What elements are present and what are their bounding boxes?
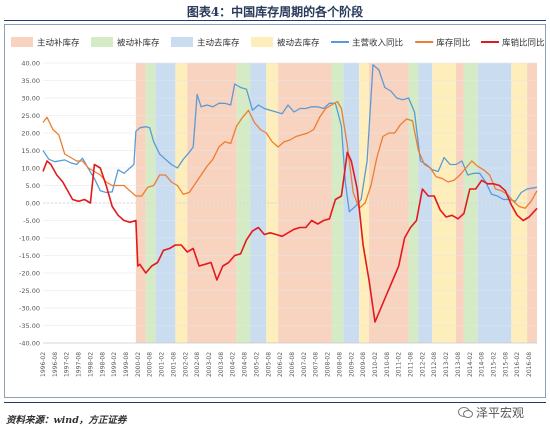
x-tick-label: 2005-08 <box>265 352 272 377</box>
x-tick-label: 1997-02 <box>64 352 71 377</box>
x-tick-label: 2015-02 <box>491 352 498 377</box>
legend-label: 被动去库存 <box>277 38 320 49</box>
x-tick-label: 2002-02 <box>182 352 189 377</box>
x-tick-label: 1999-08 <box>123 352 130 377</box>
x-tick-label: 2004-02 <box>230 352 237 377</box>
x-tick-label: 1997-08 <box>76 352 83 377</box>
chat-bubble-icon <box>458 406 473 418</box>
source-note: 资料来源：wind，方正证券 <box>6 415 127 426</box>
x-tick-label: 2005-02 <box>253 352 260 377</box>
x-tick-label: 2011-02 <box>396 352 403 377</box>
x-tick-label: 2001-08 <box>170 352 177 377</box>
x-tick-label: 2010-08 <box>384 352 391 377</box>
legend-swatch <box>91 37 113 47</box>
x-tick-label: 2009-08 <box>360 352 367 377</box>
x-tick-label: 1998-02 <box>87 352 94 377</box>
legend-label: 被动补库存 <box>117 38 160 49</box>
page-title: 图表4：中国库存周期的各个阶段 <box>186 5 364 19</box>
y-tick-label: 40.00 <box>21 60 40 68</box>
y-tick-label: -20.00 <box>19 270 40 278</box>
brand-label: 泽平宏观 <box>476 405 525 420</box>
series-line <box>42 151 538 323</box>
brand-watermark: 泽平宏观 <box>458 403 524 421</box>
y-tick-label: 25.00 <box>21 112 40 120</box>
x-tick-label: 1999-02 <box>111 352 118 377</box>
legend-label: 主营收入同比 <box>352 38 403 49</box>
x-tick-label: 2006-08 <box>289 352 296 377</box>
x-tick-label: 2014-02 <box>467 352 474 377</box>
x-tick-label: 1996-02 <box>40 352 47 377</box>
x-tick-label: 2012-02 <box>419 352 426 377</box>
legend-label: 主动去库存 <box>197 38 240 49</box>
x-tick-label: 2000-08 <box>147 352 154 377</box>
x-tick-label: 2016-02 <box>514 352 521 377</box>
series-line <box>42 100 538 209</box>
x-tick-label: 2009-02 <box>348 352 355 377</box>
x-tick-label: 2013-02 <box>443 352 450 377</box>
x-tick-label: 2006-02 <box>277 352 284 377</box>
legend-swatch <box>171 37 193 47</box>
x-tick-label: 2007-08 <box>313 352 320 377</box>
x-tick-label: 2004-08 <box>242 352 249 377</box>
legend-label: 主动补库存 <box>37 38 80 49</box>
x-tick-label: 2010-02 <box>372 352 379 377</box>
x-tick-label: 2002-08 <box>194 352 201 377</box>
x-tick-label: 2007-02 <box>301 352 308 377</box>
series-line <box>42 64 538 213</box>
y-tick-label: 10.00 <box>21 165 40 173</box>
legend-swatch <box>11 37 33 47</box>
y-tick-label: -30.00 <box>19 305 40 313</box>
series-lines <box>42 64 538 323</box>
title-rule <box>4 20 546 21</box>
x-tick-label: 2003-08 <box>218 352 225 377</box>
x-tick-label: 2015-08 <box>502 352 509 377</box>
y-axis: 40.00 35.00 30.00 25.00 20.00 15.00 10.00 5.00 0… <box>19 60 40 348</box>
x-tick-label: 2008-08 <box>336 352 343 377</box>
x-tick-label: 2001-02 <box>159 352 166 377</box>
legend-label: 库销比同比 <box>502 38 545 49</box>
x-tick-label: 1998-08 <box>99 352 106 377</box>
x-tick-label: 2013-08 <box>455 352 462 377</box>
y-tick-label: 20.00 <box>21 130 40 138</box>
x-tick-label: 1996-08 <box>52 352 59 377</box>
x-tick-label: 2011-08 <box>408 352 415 377</box>
chart-frame: 40.00 35.00 30.00 25.00 20.00 15.00 10.00 5.00 0… <box>4 24 546 398</box>
y-tick-label: 15.00 <box>21 147 40 155</box>
legend-swatch <box>251 37 273 47</box>
bottom-rule <box>4 402 546 403</box>
y-tick-label: -10.00 <box>19 235 40 243</box>
x-tick-label: 2014-08 <box>479 352 486 377</box>
legend-label: 库存同比 <box>436 38 470 49</box>
chart: 40.00 35.00 30.00 25.00 20.00 15.00 10.00 5.00 0… <box>11 37 545 377</box>
y-tick-label: -15.00 <box>19 252 40 260</box>
y-tick-label: 30.00 <box>21 95 40 103</box>
x-tick-label: 2008-02 <box>325 352 332 377</box>
legend: 主动补库存 被动补库存 主动去库存 被动去库存 主营收入同比 库存同比 库销比同比 <box>11 37 545 49</box>
y-tick-label: 0.00 <box>26 200 40 208</box>
y-tick-label: 5.00 <box>26 182 40 190</box>
x-tick-label: 2016-08 <box>526 352 533 377</box>
x-tick-label: 2003-02 <box>206 352 213 377</box>
y-tick-label: -40.00 <box>19 340 40 348</box>
y-tick-label: 35.00 <box>21 77 40 85</box>
y-tick-label: -5.00 <box>23 217 40 225</box>
y-tick-label: -25.00 <box>19 287 40 295</box>
y-tick-label: -35.00 <box>19 322 40 330</box>
x-tick-label: 2000-02 <box>135 352 142 377</box>
x-tick-label: 2012-08 <box>431 352 438 377</box>
x-axis: 1996-02 1996-08 1997-02 1997-08 1998-02 1998-… <box>40 342 537 377</box>
